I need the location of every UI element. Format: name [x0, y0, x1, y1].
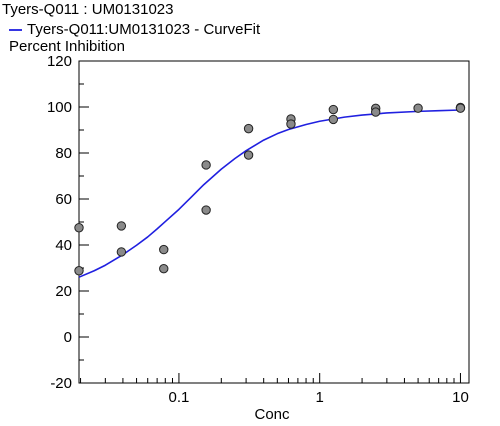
legend-label: Tyers-Q011:UM0131023 - CurveFit — [27, 21, 261, 38]
plot-frame — [78, 60, 470, 384]
data-point — [371, 107, 381, 117]
x-axis-label: Conc — [254, 406, 290, 421]
data-point — [201, 205, 211, 215]
data-point — [116, 221, 127, 231]
y-tick-label: 120 — [47, 53, 72, 70]
data-point — [201, 160, 211, 170]
data-point — [116, 247, 127, 257]
y-tick-label: 60 — [55, 191, 72, 208]
curve-fit-line — [78, 109, 461, 278]
data-point — [328, 114, 339, 125]
y-axis: -20 0 20 40 60 80 100 120 — [47, 53, 89, 392]
data-point — [286, 119, 296, 129]
y-tick-label: 100 — [47, 99, 72, 116]
data-point — [74, 266, 84, 276]
x-tick-label: 10 — [452, 389, 469, 406]
data-point — [413, 103, 423, 113]
data-point — [243, 150, 254, 160]
chart-title: Tyers-Q011 : UM0131023 — [2, 1, 173, 18]
data-point — [74, 223, 84, 233]
y-tick-label: 0 — [64, 329, 72, 346]
y-tick-label: -20 — [50, 375, 72, 392]
data-point — [455, 103, 466, 113]
y-tick-label: 40 — [55, 237, 72, 254]
x-tick-label: 1 — [316, 389, 324, 406]
y-tick-label: 20 — [55, 283, 72, 300]
data-point — [159, 263, 169, 274]
y-tick-label: 80 — [55, 145, 72, 162]
data-point — [159, 244, 169, 255]
x-tick-label: 0.1 — [169, 389, 190, 406]
curve-fit-series — [78, 109, 461, 278]
y-axis-label: Percent Inhibition — [9, 38, 125, 55]
data-point — [328, 104, 339, 115]
data-point — [243, 123, 254, 134]
data-points-series — [74, 102, 466, 276]
x-axis: 0.1 1 10 — [80, 373, 469, 406]
